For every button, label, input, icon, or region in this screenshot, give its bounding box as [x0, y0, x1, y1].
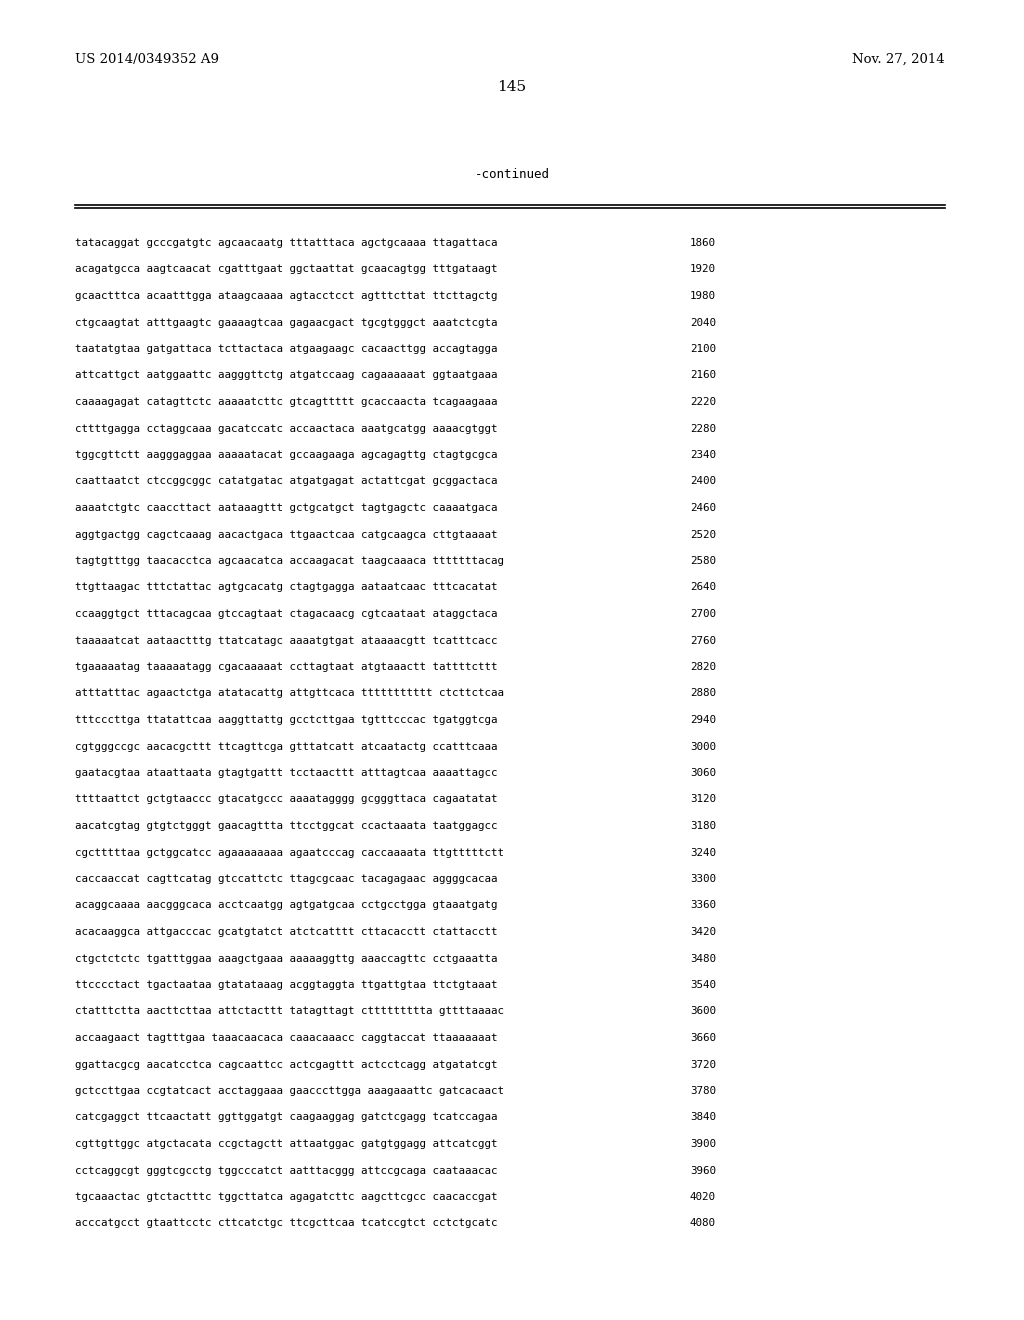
Text: atttatttac agaactctga atatacattg attgttcaca ttttttttttt ctcttctcaa: atttatttac agaactctga atatacattg attgttc… — [75, 689, 504, 698]
Text: caaaagagat catagttctc aaaaatcttc gtcagttttt gcaccaacta tcagaagaaa: caaaagagat catagttctc aaaaatcttc gtcagtt… — [75, 397, 498, 407]
Text: cgctttttaa gctggcatcc agaaaaaaaa agaatcccag caccaaaata ttgtttttctt: cgctttttaa gctggcatcc agaaaaaaaa agaatcc… — [75, 847, 504, 858]
Text: 3360: 3360 — [690, 900, 716, 911]
Text: ctgctctctc tgatttggaa aaagctgaaa aaaaaggttg aaaccagttc cctgaaatta: ctgctctctc tgatttggaa aaagctgaaa aaaaagg… — [75, 953, 498, 964]
Text: 3660: 3660 — [690, 1034, 716, 1043]
Text: tggcgttctt aagggaggaa aaaaatacat gccaagaaga agcagagttg ctagtgcgca: tggcgttctt aagggaggaa aaaaatacat gccaaga… — [75, 450, 498, 459]
Text: 3240: 3240 — [690, 847, 716, 858]
Text: 3780: 3780 — [690, 1086, 716, 1096]
Text: 2400: 2400 — [690, 477, 716, 487]
Text: taatatgtaa gatgattaca tcttactaca atgaagaagc cacaacttgg accagtagga: taatatgtaa gatgattaca tcttactaca atgaaga… — [75, 345, 498, 354]
Text: aacatcgtag gtgtctgggt gaacagttta ttcctggcat ccactaaata taatggagcc: aacatcgtag gtgtctgggt gaacagttta ttcctgg… — [75, 821, 498, 832]
Text: 2760: 2760 — [690, 635, 716, 645]
Text: 145: 145 — [498, 81, 526, 94]
Text: 2160: 2160 — [690, 371, 716, 380]
Text: gaatacgtaa ataattaata gtagtgattt tcctaacttt atttagtcaa aaaattagcc: gaatacgtaa ataattaata gtagtgattt tcctaac… — [75, 768, 498, 777]
Text: 1920: 1920 — [690, 264, 716, 275]
Text: 3960: 3960 — [690, 1166, 716, 1176]
Text: aaaatctgtc caaccttact aataaagttt gctgcatgct tagtgagctc caaaatgaca: aaaatctgtc caaccttact aataaagttt gctgcat… — [75, 503, 498, 513]
Text: acagatgcca aagtcaacat cgatttgaat ggctaattat gcaacagtgg tttgataagt: acagatgcca aagtcaacat cgatttgaat ggctaat… — [75, 264, 498, 275]
Text: 3000: 3000 — [690, 742, 716, 751]
Text: 1980: 1980 — [690, 290, 716, 301]
Text: 3540: 3540 — [690, 979, 716, 990]
Text: aggtgactgg cagctcaaag aacactgaca ttgaactcaa catgcaagca cttgtaaaat: aggtgactgg cagctcaaag aacactgaca ttgaact… — [75, 529, 498, 540]
Text: caattaatct ctccggcggc catatgatac atgatgagat actattcgat gcggactaca: caattaatct ctccggcggc catatgatac atgatga… — [75, 477, 498, 487]
Text: 2940: 2940 — [690, 715, 716, 725]
Text: ttttaattct gctgtaaccc gtacatgccc aaaatagggg gcgggttaca cagaatatat: ttttaattct gctgtaaccc gtacatgccc aaaatag… — [75, 795, 498, 804]
Text: 4080: 4080 — [690, 1218, 716, 1229]
Text: 2880: 2880 — [690, 689, 716, 698]
Text: tgcaaactac gtctactttc tggcttatca agagatcttc aagcttcgcc caacaccgat: tgcaaactac gtctactttc tggcttatca agagatc… — [75, 1192, 498, 1203]
Text: 3900: 3900 — [690, 1139, 716, 1148]
Text: 2040: 2040 — [690, 318, 716, 327]
Text: taaaaatcat aataactttg ttatcatagc aaaatgtgat ataaaacgtt tcatttcacc: taaaaatcat aataactttg ttatcatagc aaaatgt… — [75, 635, 498, 645]
Text: tgaaaaatag taaaaatagg cgacaaaaat ccttagtaat atgtaaactt tattttcttt: tgaaaaatag taaaaatagg cgacaaaaat ccttagt… — [75, 663, 498, 672]
Text: cttttgagga cctaggcaaa gacatccatc accaactaca aaatgcatgg aaaacgtggt: cttttgagga cctaggcaaa gacatccatc accaact… — [75, 424, 498, 433]
Text: ttcccctact tgactaataa gtatataaag acggtaggta ttgattgtaa ttctgtaaat: ttcccctact tgactaataa gtatataaag acggtag… — [75, 979, 498, 990]
Text: 3480: 3480 — [690, 953, 716, 964]
Text: 3420: 3420 — [690, 927, 716, 937]
Text: 3060: 3060 — [690, 768, 716, 777]
Text: accaagaact tagtttgaa taaacaacaca caaacaaacc caggtaccat ttaaaaaaat: accaagaact tagtttgaa taaacaacaca caaacaa… — [75, 1034, 498, 1043]
Text: acccatgcct gtaattcctc cttcatctgc ttcgcttcaa tcatccgtct cctctgcatc: acccatgcct gtaattcctc cttcatctgc ttcgctt… — [75, 1218, 498, 1229]
Text: tagtgtttgg taacacctca agcaacatca accaagacat taagcaaaca tttttttacag: tagtgtttgg taacacctca agcaacatca accaaga… — [75, 556, 504, 566]
Text: ccaaggtgct tttacagcaa gtccagtaat ctagacaacg cgtcaataat ataggctaca: ccaaggtgct tttacagcaa gtccagtaat ctagaca… — [75, 609, 498, 619]
Text: tttcccttga ttatattcaa aaggttattg gcctcttgaa tgtttcccac tgatggtcga: tttcccttga ttatattcaa aaggttattg gcctctt… — [75, 715, 498, 725]
Text: ggattacgcg aacatcctca cagcaattcc actcgagttt actcctcagg atgatatcgt: ggattacgcg aacatcctca cagcaattcc actcgag… — [75, 1060, 498, 1069]
Text: cgttgttggc atgctacata ccgctagctt attaatggac gatgtggagg attcatcggt: cgttgttggc atgctacata ccgctagctt attaatg… — [75, 1139, 498, 1148]
Text: 1860: 1860 — [690, 238, 716, 248]
Text: gcaactttca acaatttgga ataagcaaaa agtacctcct agtttcttat ttcttagctg: gcaactttca acaatttgga ataagcaaaa agtacct… — [75, 290, 498, 301]
Text: 2220: 2220 — [690, 397, 716, 407]
Text: 3300: 3300 — [690, 874, 716, 884]
Text: gctccttgaa ccgtatcact acctaggaaa gaacccttgga aaagaaattc gatcacaact: gctccttgaa ccgtatcact acctaggaaa gaaccct… — [75, 1086, 504, 1096]
Text: 3600: 3600 — [690, 1006, 716, 1016]
Text: 3180: 3180 — [690, 821, 716, 832]
Text: 2340: 2340 — [690, 450, 716, 459]
Text: -continued: -continued — [474, 168, 550, 181]
Text: 2280: 2280 — [690, 424, 716, 433]
Text: 2580: 2580 — [690, 556, 716, 566]
Text: 2520: 2520 — [690, 529, 716, 540]
Text: 2700: 2700 — [690, 609, 716, 619]
Text: tatacaggat gcccgatgtc agcaacaatg tttatttaca agctgcaaaa ttagattaca: tatacaggat gcccgatgtc agcaacaatg tttattt… — [75, 238, 498, 248]
Text: 3120: 3120 — [690, 795, 716, 804]
Text: cctcaggcgt gggtcgcctg tggcccatct aatttacggg attccgcaga caataaacac: cctcaggcgt gggtcgcctg tggcccatct aatttac… — [75, 1166, 498, 1176]
Text: US 2014/0349352 A9: US 2014/0349352 A9 — [75, 53, 219, 66]
Text: acaggcaaaa aacgggcaca acctcaatgg agtgatgcaa cctgcctgga gtaaatgatg: acaggcaaaa aacgggcaca acctcaatgg agtgatg… — [75, 900, 498, 911]
Text: ctatttctta aacttcttaa attctacttt tatagttagt cttttttttta gttttaaaac: ctatttctta aacttcttaa attctacttt tatagtt… — [75, 1006, 504, 1016]
Text: 2100: 2100 — [690, 345, 716, 354]
Text: cgtgggccgc aacacgcttt ttcagttcga gtttatcatt atcaatactg ccatttcaaa: cgtgggccgc aacacgcttt ttcagttcga gtttatc… — [75, 742, 498, 751]
Text: ctgcaagtat atttgaagtc gaaaagtcaa gagaacgact tgcgtgggct aaatctcgta: ctgcaagtat atttgaagtc gaaaagtcaa gagaacg… — [75, 318, 498, 327]
Text: 2460: 2460 — [690, 503, 716, 513]
Text: catcgaggct ttcaactatt ggttggatgt caagaaggag gatctcgagg tcatccagaa: catcgaggct ttcaactatt ggttggatgt caagaag… — [75, 1113, 498, 1122]
Text: ttgttaagac tttctattac agtgcacatg ctagtgagga aataatcaac tttcacatat: ttgttaagac tttctattac agtgcacatg ctagtga… — [75, 582, 498, 593]
Text: 2820: 2820 — [690, 663, 716, 672]
Text: Nov. 27, 2014: Nov. 27, 2014 — [852, 53, 945, 66]
Text: attcattgct aatggaattc aagggttctg atgatccaag cagaaaaaat ggtaatgaaa: attcattgct aatggaattc aagggttctg atgatcc… — [75, 371, 498, 380]
Text: caccaaccat cagttcatag gtccattctc ttagcgcaac tacagagaac aggggcacaa: caccaaccat cagttcatag gtccattctc ttagcgc… — [75, 874, 498, 884]
Text: 3720: 3720 — [690, 1060, 716, 1069]
Text: 3840: 3840 — [690, 1113, 716, 1122]
Text: acacaaggca attgacccac gcatgtatct atctcatttt cttacacctt ctattacctt: acacaaggca attgacccac gcatgtatct atctcat… — [75, 927, 498, 937]
Text: 4020: 4020 — [690, 1192, 716, 1203]
Text: 2640: 2640 — [690, 582, 716, 593]
